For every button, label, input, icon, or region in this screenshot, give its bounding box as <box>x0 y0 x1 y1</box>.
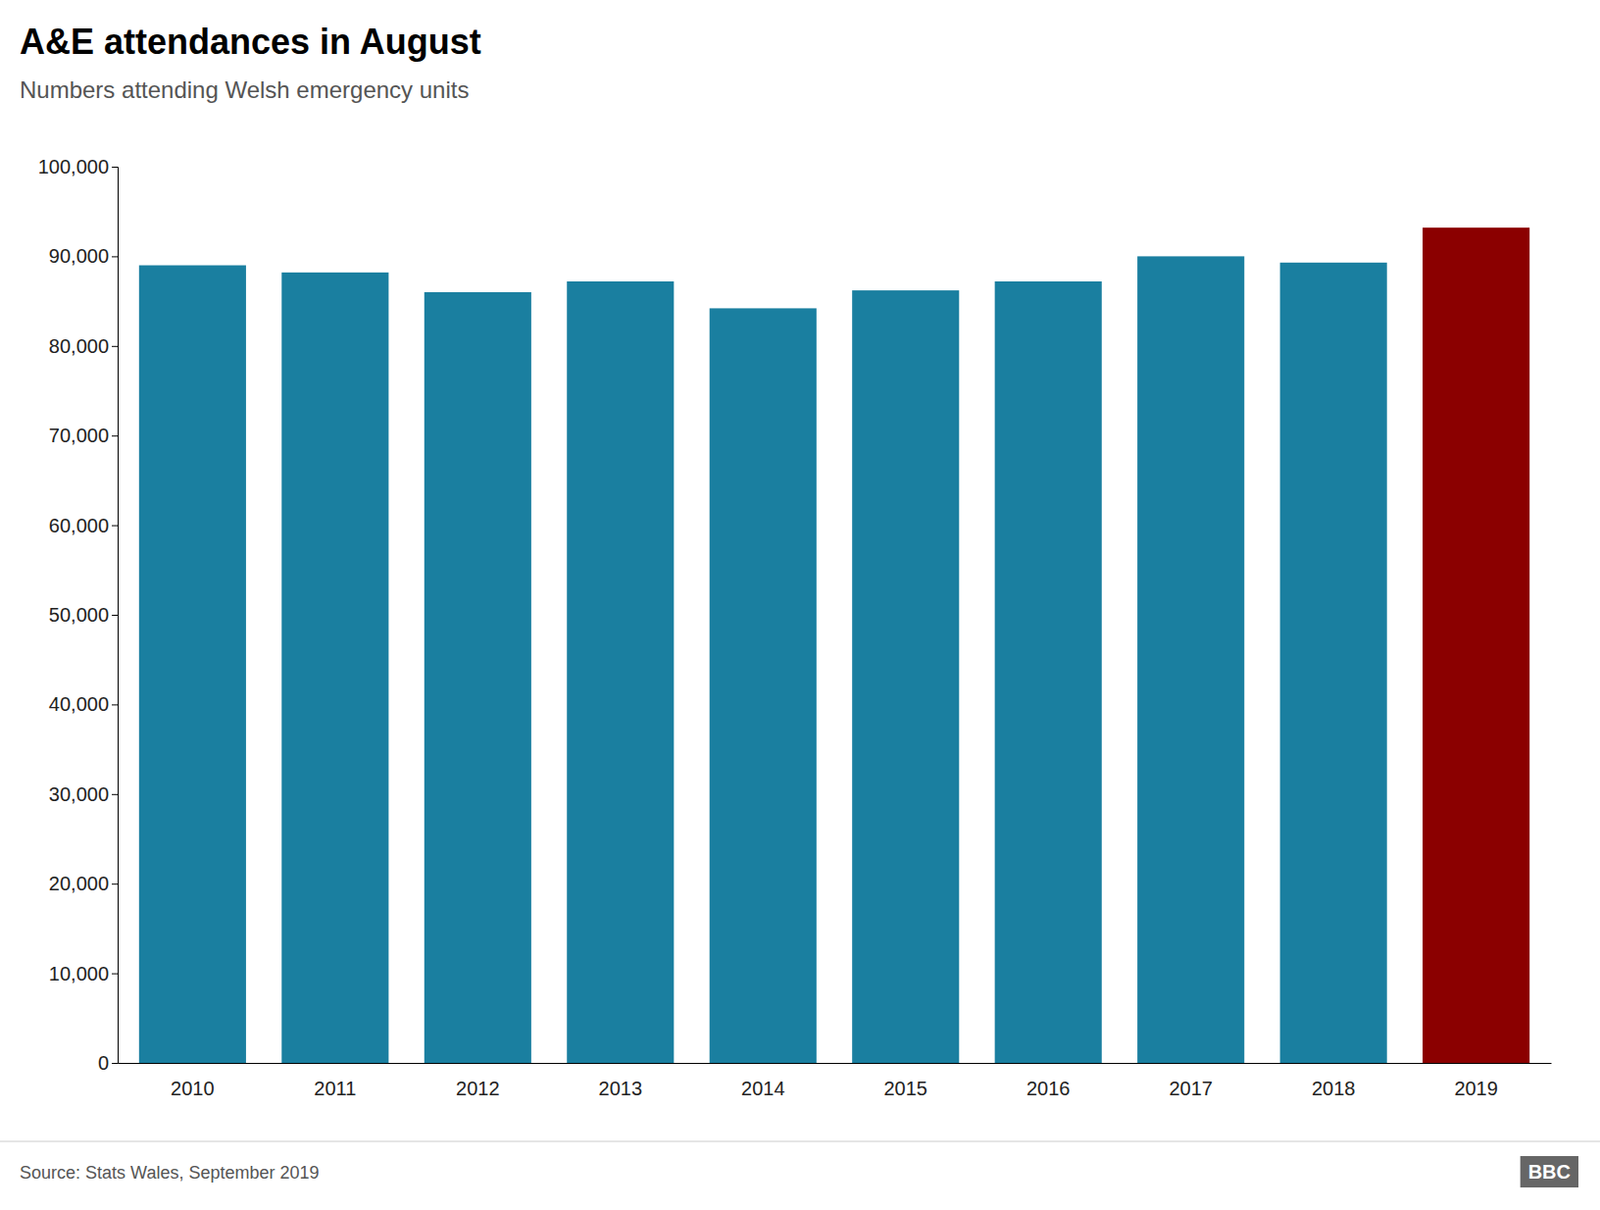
y-tick-mark <box>111 435 118 437</box>
y-tick-label: 30,000 <box>49 783 109 805</box>
bar <box>851 290 959 1063</box>
bar <box>1422 227 1530 1063</box>
x-tick-label: 2018 <box>1311 1077 1356 1100</box>
y-tick: 100,000 <box>38 155 118 178</box>
bar <box>1137 255 1245 1063</box>
title: A&E attendances in August <box>19 21 482 62</box>
y-tick-label: 40,000 <box>49 693 109 715</box>
x-tick-label: 2016 <box>1026 1077 1071 1100</box>
y-tick-label: 80,000 <box>49 335 109 357</box>
separator <box>0 1141 1600 1143</box>
y-tick: 0 <box>98 1051 118 1074</box>
y-tick: 80,000 <box>49 335 118 357</box>
y-tick: 70,000 <box>49 424 118 447</box>
y-axis: 0 10,000 20,000 30,000 40,000 50,000 60,000 70,… <box>38 155 119 1074</box>
y-tick-label: 60,000 <box>49 514 109 537</box>
y-tick-mark <box>111 794 118 796</box>
y-tick-mark <box>111 703 118 705</box>
x-tick-label: 2014 <box>741 1077 786 1100</box>
bar <box>139 265 247 1063</box>
y-tick-mark <box>111 346 118 348</box>
y-tick-label: 20,000 <box>49 872 109 895</box>
annotation-box <box>1520 1155 1579 1188</box>
x-tick: 2015 <box>883 1077 928 1100</box>
x-tick: 2013 <box>599 1077 644 1100</box>
x-tick-label: 2011 <box>313 1077 356 1100</box>
y-tick-label: 70,000 <box>49 424 109 447</box>
bar <box>995 281 1102 1063</box>
y-tick-mark <box>111 973 118 975</box>
annotation: BBC <box>1520 1155 1579 1188</box>
y-tick-label: 50,000 <box>49 603 109 626</box>
x-tick: 2014 <box>741 1077 786 1100</box>
source: Source: Stats Wales, September 2019 <box>19 1162 320 1183</box>
bar <box>281 272 389 1063</box>
y-tick-mark <box>111 883 118 885</box>
x-tick: 2010 <box>170 1077 215 1100</box>
y-axis-line <box>111 167 119 1064</box>
bar <box>1280 262 1388 1063</box>
y-tick-mark <box>111 614 118 616</box>
x-tick-label: 2017 <box>1168 1077 1213 1100</box>
x-tick: 2012 <box>455 1077 500 1100</box>
x-tick-label: 2019 <box>1453 1077 1499 1100</box>
y-tick: 30,000 <box>49 783 118 805</box>
bar <box>709 307 817 1063</box>
y-tick: 10,000 <box>49 962 118 985</box>
x-tick: 2011 <box>313 1077 356 1100</box>
x-axis: 2010 2011 2012 2013 2014 2015 2016 2017 2018 2019 <box>118 1063 1552 1100</box>
x-tick: 2018 <box>1311 1077 1356 1100</box>
y-tick: 40,000 <box>49 693 118 715</box>
y-tick-label: 100,000 <box>38 155 109 178</box>
y-tick-label: 90,000 <box>49 245 109 267</box>
chart-svg: A&E attendances in August Numbers attendi… <box>0 0 1600 1210</box>
plot-area: 0 10,000 20,000 30,000 40,000 50,000 60,000 70,… <box>38 155 1552 1100</box>
x-tick: 2019 <box>1453 1077 1499 1100</box>
subtitle: Numbers attending Welsh emergency units <box>19 76 469 103</box>
y-tick: 60,000 <box>49 514 118 537</box>
y-tick-label: 0 <box>98 1051 109 1074</box>
bar <box>566 281 674 1063</box>
y-tick-mark <box>111 1062 118 1064</box>
bar <box>424 292 532 1063</box>
x-tick: 2016 <box>1026 1077 1071 1100</box>
y-tick: 90,000 <box>49 245 118 267</box>
y-tick-mark <box>111 166 118 168</box>
x-tick: 2017 <box>1168 1077 1213 1100</box>
x-axis-line <box>118 1062 1552 1064</box>
x-tick-label: 2013 <box>599 1077 644 1100</box>
y-tick: 20,000 <box>49 872 118 895</box>
annotation-text: BBC <box>1528 1160 1571 1183</box>
x-tick-label: 2012 <box>455 1077 500 1100</box>
y-tick-label: 10,000 <box>49 962 109 985</box>
x-tick-label: 2015 <box>883 1077 928 1100</box>
bars <box>139 227 1530 1063</box>
x-tick-label: 2010 <box>170 1077 215 1100</box>
y-tick: 50,000 <box>49 603 118 626</box>
y-tick-mark <box>111 255 118 257</box>
y-tick-mark <box>111 525 118 527</box>
chart-container: A&E attendances in August Numbers attendi… <box>0 0 1600 1210</box>
